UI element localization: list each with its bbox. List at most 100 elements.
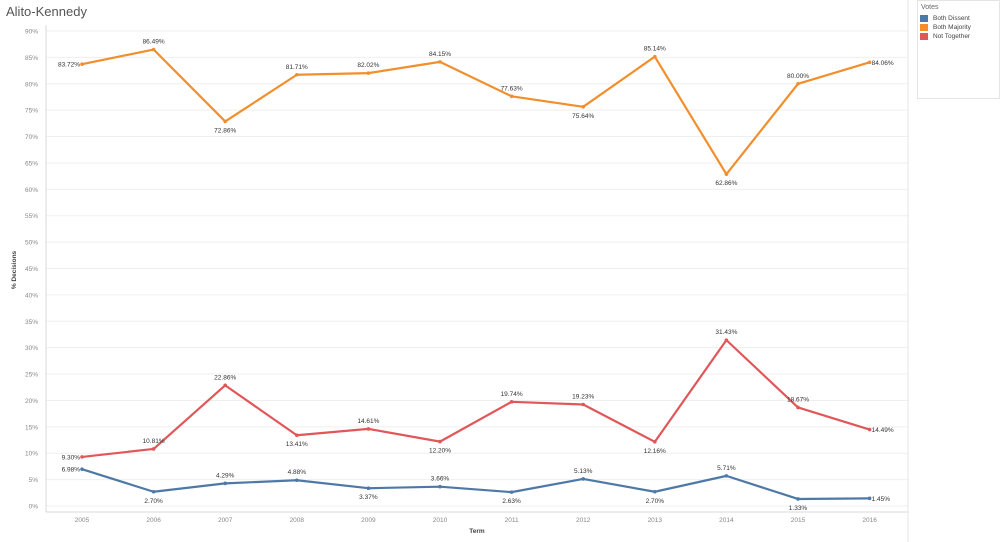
y-tick-label: 5% <box>29 477 39 484</box>
legend-item-both-dissent[interactable]: Both Dissent <box>920 14 999 23</box>
legend-item-not-together[interactable]: Not Together <box>920 32 999 41</box>
data-label: 85.14% <box>644 46 666 53</box>
y-tick-label: 0% <box>29 504 39 511</box>
series-line-both-majority <box>81 48 870 176</box>
data-label: 84.06% <box>872 60 894 67</box>
y-tick-label: 30% <box>25 345 38 352</box>
data-label: 3.66% <box>431 476 450 483</box>
data-point <box>509 490 514 494</box>
legend-label: Both Majority <box>933 24 971 31</box>
data-point <box>151 47 156 52</box>
data-point <box>724 172 729 177</box>
data-label: 82.02% <box>357 62 379 69</box>
data-point <box>796 497 800 501</box>
legend-swatch <box>920 15 928 22</box>
y-tick-label: 40% <box>25 292 38 299</box>
data-point <box>438 60 442 64</box>
data-point <box>509 400 514 404</box>
data-point <box>796 81 800 86</box>
data-point <box>438 439 442 444</box>
data-label: 75.64% <box>572 113 594 120</box>
data-label: 1.33% <box>789 505 808 512</box>
data-label: 77.63% <box>501 85 523 92</box>
data-label: 31.43% <box>715 329 737 336</box>
y-tick-label: 45% <box>25 266 38 273</box>
data-point <box>80 467 84 471</box>
x-tick-label: 2015 <box>791 517 806 524</box>
x-axis-title: Term <box>469 528 485 535</box>
data-point <box>223 481 227 486</box>
data-point <box>581 104 585 109</box>
data-point <box>223 383 227 388</box>
data-point <box>724 474 729 478</box>
data-label: 5.71% <box>717 465 736 472</box>
y-tick-label: 75% <box>25 108 38 115</box>
y-tick-label: 85% <box>25 55 38 62</box>
data-label: 22.86% <box>214 374 236 381</box>
data-label: 72.86% <box>214 127 236 134</box>
y-tick-label: 25% <box>25 372 38 379</box>
data-label: 80.00% <box>787 73 809 80</box>
y-tick-label: 50% <box>25 240 38 247</box>
data-point <box>223 119 227 124</box>
data-point <box>653 54 657 59</box>
data-point <box>80 62 84 66</box>
y-tick-label: 10% <box>25 451 38 458</box>
x-tick-label: 2009 <box>361 517 376 524</box>
data-label: 2.70% <box>144 498 163 505</box>
legend-title: Votes <box>921 4 939 11</box>
data-point <box>796 405 800 410</box>
legend-swatch <box>920 24 928 31</box>
data-point <box>509 94 514 99</box>
x-tick-label: 2006 <box>146 517 161 524</box>
data-point <box>366 486 371 491</box>
data-label: 19.74% <box>501 391 523 398</box>
data-point <box>151 447 156 451</box>
data-point <box>438 484 442 489</box>
x-tick-label: 2013 <box>648 517 663 524</box>
data-label: 19.23% <box>572 394 594 401</box>
data-label: 86.49% <box>143 39 165 46</box>
data-point <box>867 60 872 65</box>
x-tick-label: 2007 <box>218 517 233 524</box>
data-point <box>295 72 299 77</box>
data-label: 1.45% <box>872 496 891 503</box>
x-tick-label: 2011 <box>505 517 519 524</box>
data-label: 81.71% <box>286 64 308 71</box>
data-point <box>581 477 585 481</box>
y-tick-label: 20% <box>25 398 38 405</box>
data-point <box>80 455 84 459</box>
data-label: 62.86% <box>715 180 737 187</box>
data-label: 4.88% <box>288 469 307 476</box>
data-point <box>151 489 156 494</box>
data-point <box>724 338 729 342</box>
y-tick-label: 90% <box>25 29 38 36</box>
data-label: 10.81% <box>143 438 165 445</box>
y-tick-label: 60% <box>25 187 38 194</box>
series-line-both-dissent <box>81 468 870 501</box>
data-point <box>581 402 585 407</box>
data-label: 13.41% <box>286 441 308 448</box>
x-tick-label: 2012 <box>576 517 591 524</box>
legend-item-both-majority[interactable]: Both Majority <box>920 23 999 32</box>
data-label: 3.37% <box>359 494 378 501</box>
data-point <box>295 433 299 438</box>
y-axis-title: % Decisions <box>11 250 18 289</box>
x-tick-label: 2014 <box>719 517 734 524</box>
x-tick-label: 2010 <box>433 517 448 524</box>
data-label: 12.16% <box>644 448 666 455</box>
data-label: 9.30% <box>62 454 81 461</box>
x-tick-label: 2016 <box>862 517 877 524</box>
data-point <box>366 71 371 75</box>
legend-label: Both Dissent <box>933 15 970 22</box>
data-point <box>295 478 299 483</box>
data-label: 4.29% <box>216 472 235 479</box>
data-label: 83.72% <box>58 62 80 69</box>
data-label: 84.15% <box>429 51 451 58</box>
data-label: 14.61% <box>357 418 379 425</box>
data-label: 6.98% <box>62 467 81 474</box>
legend-swatch <box>920 33 928 40</box>
x-tick-label: 2005 <box>75 517 90 524</box>
data-label: 18.67% <box>787 396 809 403</box>
